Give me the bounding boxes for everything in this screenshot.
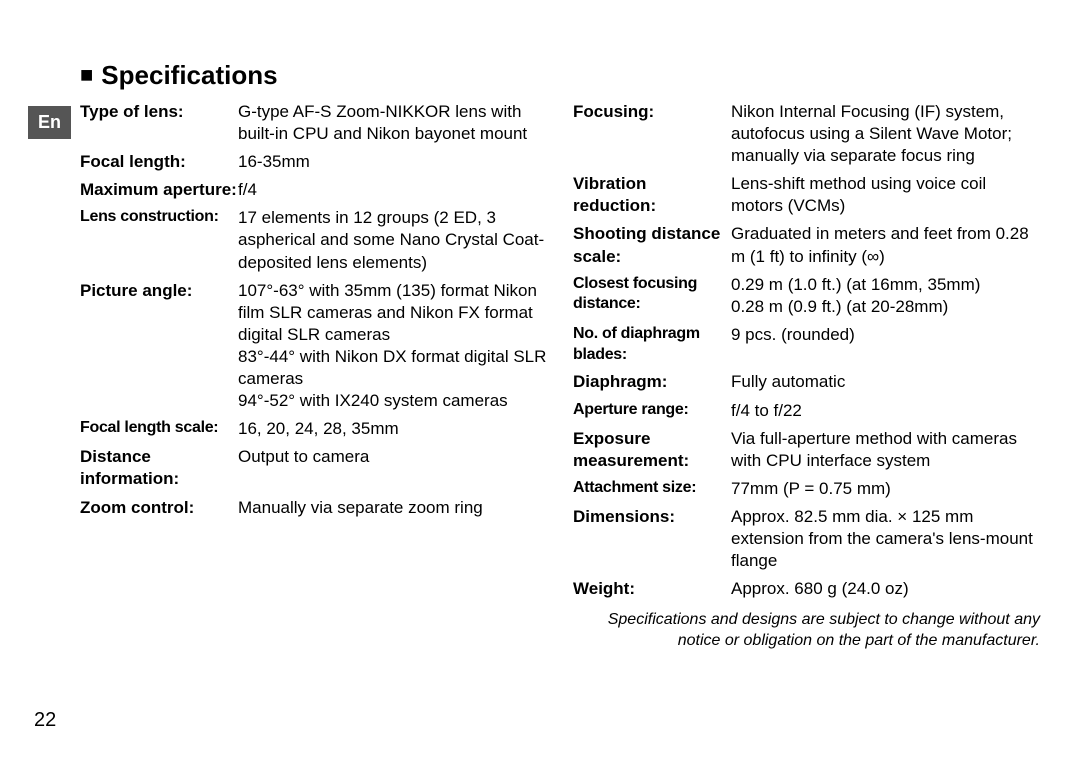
spec-value: G-type AF-S Zoom-NIKKOR lens with built-…	[238, 101, 547, 145]
spec-row: Weight:Approx. 680 g (24.0 oz)	[573, 578, 1040, 600]
spec-row: Diaphragm:Fully automatic	[573, 371, 1040, 393]
spec-value: Approx. 680 g (24.0 oz)	[731, 578, 1040, 600]
spec-value: Nikon Internal Focusing (IF) system, aut…	[731, 101, 1040, 167]
spec-value: 0.29 m (1.0 ft.) (at 16mm, 35mm)0.28 m (…	[731, 274, 1040, 318]
spec-row: Picture angle:107°-63° with 35mm (135) f…	[80, 280, 547, 413]
section-heading: ■ Specifications	[80, 60, 1040, 91]
spec-value: Manually via separate zoom ring	[238, 497, 547, 519]
page-content: ■ Specifications Type of lens:G-type AF-S…	[0, 0, 1080, 766]
spec-value: 16, 20, 24, 28, 35mm	[238, 418, 547, 440]
spec-row: Closest focusing distance:0.29 m (1.0 ft…	[573, 274, 1040, 318]
spec-label: Exposure measurement:	[573, 428, 731, 472]
spec-label: Focal length:	[80, 151, 238, 173]
spec-label: Vibration reduction:	[573, 173, 731, 217]
spec-value: 77mm (P = 0.75 mm)	[731, 478, 1040, 500]
spec-row: Aperture range:f/4 to f/22	[573, 400, 1040, 422]
language-tab: En	[28, 106, 71, 139]
spec-label: No. of diaphragm blades:	[573, 324, 731, 366]
spec-label: Attachment size:	[573, 478, 731, 500]
heading-text: Specifications	[101, 60, 277, 90]
spec-label: Distance information:	[80, 446, 238, 490]
spec-label: Type of lens:	[80, 101, 238, 145]
spec-row: Focal length scale:16, 20, 24, 28, 35mm	[80, 418, 547, 440]
spec-label: Closest focusing distance:	[573, 274, 731, 318]
spec-row: Maximum aperture:f/4	[80, 179, 547, 201]
spec-value: Via full-aperture method with cameras wi…	[731, 428, 1040, 472]
spec-row: Attachment size:77mm (P = 0.75 mm)	[573, 478, 1040, 500]
spec-row: Dimensions:Approx. 82.5 mm dia. × 125 mm…	[573, 506, 1040, 572]
spec-row: Vibration reduction:Lens-shift method us…	[573, 173, 1040, 217]
footnote: Specifications and designs are subject t…	[573, 610, 1040, 652]
spec-columns: Type of lens:G-type AF-S Zoom-NIKKOR len…	[80, 101, 1040, 736]
spec-label: Aperture range:	[573, 400, 731, 422]
spec-value: Output to camera	[238, 446, 547, 490]
spec-label: Diaphragm:	[573, 371, 731, 393]
spec-row: Distance information:Output to camera	[80, 446, 547, 490]
spec-label: Focal length scale:	[80, 418, 238, 440]
spec-label: Zoom control:	[80, 497, 238, 519]
left-column: Type of lens:G-type AF-S Zoom-NIKKOR len…	[80, 101, 547, 736]
spec-row: No. of diaphragm blades:9 pcs. (rounded)	[573, 324, 1040, 366]
spec-value: f/4	[238, 179, 547, 201]
right-column: Focusing:Nikon Internal Focusing (IF) sy…	[573, 101, 1040, 736]
spec-row: Lens construction:17 elements in 12 grou…	[80, 207, 547, 273]
spec-row: Shooting distance scale:Graduated in met…	[573, 223, 1040, 267]
spec-label: Maximum aperture:	[80, 179, 238, 201]
spec-label: Lens construction:	[80, 207, 238, 273]
spec-row: Exposure measurement:Via full-aperture m…	[573, 428, 1040, 472]
spec-value: Lens-shift method using voice coil motor…	[731, 173, 1040, 217]
spec-row: Type of lens:G-type AF-S Zoom-NIKKOR len…	[80, 101, 547, 145]
spec-label: Picture angle:	[80, 280, 238, 413]
spec-label: Focusing:	[573, 101, 731, 167]
spec-value: 107°-63° with 35mm (135) format Nikon fi…	[238, 280, 547, 413]
spec-value: f/4 to f/22	[731, 400, 1040, 422]
spec-value: Fully automatic	[731, 371, 1040, 393]
spec-value: 16-35mm	[238, 151, 547, 173]
page-number: 22	[34, 709, 56, 732]
spec-row: Focal length:16-35mm	[80, 151, 547, 173]
spec-value: Graduated in meters and feet from 0.28 m…	[731, 223, 1040, 267]
spec-label: Shooting distance scale:	[573, 223, 731, 267]
spec-value: 9 pcs. (rounded)	[731, 324, 1040, 366]
spec-value: Approx. 82.5 mm dia. × 125 mm extension …	[731, 506, 1040, 572]
spec-label: Dimensions:	[573, 506, 731, 572]
spec-row: Focusing:Nikon Internal Focusing (IF) sy…	[573, 101, 1040, 167]
spec-label: Weight:	[573, 578, 731, 600]
heading-bullet: ■	[80, 62, 93, 87]
spec-row: Zoom control:Manually via separate zoom …	[80, 497, 547, 519]
spec-value: 17 elements in 12 groups (2 ED, 3 aspher…	[238, 207, 547, 273]
